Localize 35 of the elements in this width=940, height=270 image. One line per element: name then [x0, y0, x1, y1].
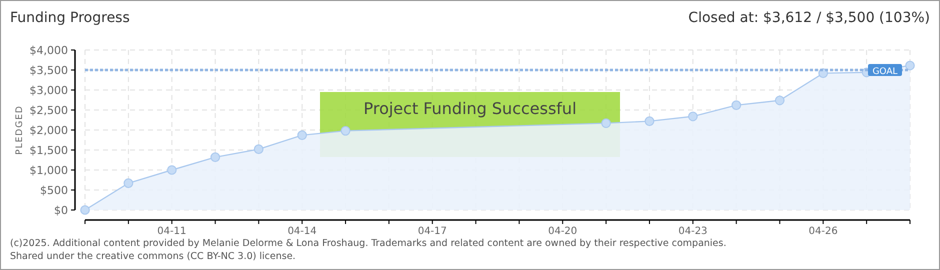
y-tick-label: $1,500: [30, 144, 68, 157]
point: [644, 116, 654, 126]
point: [340, 126, 350, 136]
x-tick-label: 04-20: [548, 226, 578, 237]
y-tick-label: $3,000: [30, 84, 68, 97]
y-tick-label: $1,000: [30, 164, 68, 177]
x-tick-label: 04-17: [418, 226, 447, 237]
x-tick-label: 04-26: [808, 226, 838, 237]
y-tick-label: $2,000: [30, 124, 68, 137]
chart-subtitle: Closed at: $3,612 / $3,500 (103%): [688, 10, 930, 26]
x-tick-label: 04-23: [678, 226, 708, 237]
point: [732, 100, 742, 110]
y-tick-label: $2,500: [30, 104, 68, 117]
x-tick-label: 04-14: [288, 226, 317, 237]
point: [297, 130, 307, 140]
annotation: Project Funding Successful: [363, 99, 577, 118]
point: [124, 178, 134, 188]
point: [254, 144, 264, 154]
point: [80, 205, 90, 215]
point: [688, 112, 698, 122]
y-tick-label: $4,000: [30, 44, 68, 57]
x-tick-label: 04-11: [157, 226, 186, 237]
point: [210, 152, 220, 162]
y-axis-title: PLEDGED: [15, 105, 25, 155]
y-tick-label: $500: [40, 184, 68, 197]
point: [774, 96, 785, 106]
point: [601, 118, 611, 128]
y-tick-label: $0: [54, 204, 68, 217]
y-tick-label: $3,500: [30, 64, 68, 77]
text: Shared under the creative commons (CC BY-NC 3.0) license.: [10, 251, 296, 262]
ref-line-label: GOAL: [872, 67, 898, 77]
chart-title: Funding Progress: [10, 10, 130, 26]
text: (c)2025. Additional content provided by Melanie Delorme & Lona Froshaug. Trademarks and related content are owned by their respective companies.: [10, 238, 726, 249]
point: [905, 60, 915, 70]
point: [167, 165, 177, 175]
